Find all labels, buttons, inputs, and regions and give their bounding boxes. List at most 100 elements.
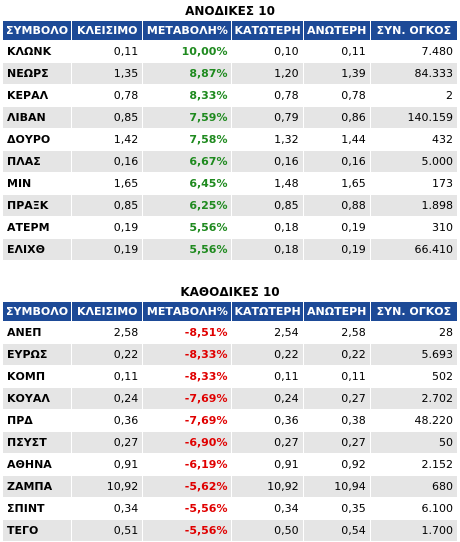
- symbol-cell[interactable]: ΚΕΡΑΛ: [3, 85, 72, 106]
- table-row[interactable]: ΝΕΩΡΣ 1,35 8,87% 1,20 1,39 84.333: [3, 63, 457, 84]
- table-row[interactable]: ΕΛΙΧΘ 0,19 5,56% 0,18 0,19 66.410: [3, 239, 457, 260]
- volume-cell: 84.333: [370, 63, 457, 84]
- header-volume[interactable]: ΣΥΝ. ΟΓΚΟΣ: [370, 21, 457, 40]
- symbol-cell[interactable]: ΚΟΥΑΛ: [3, 388, 72, 409]
- table-row[interactable]: ΚΟΥΑΛ 0,24 -7,69% 0,24 0,27 2.702: [3, 388, 457, 409]
- high-cell: 0,54: [303, 520, 370, 541]
- volume-cell: 2: [370, 85, 457, 106]
- low-cell: 10,92: [232, 476, 303, 497]
- header-symbol[interactable]: ΣΥΜΒΟΛΟ: [3, 21, 72, 40]
- change-cell: 6,67%: [143, 151, 232, 172]
- change-cell: 7,59%: [143, 107, 232, 128]
- high-cell: 0,92: [303, 454, 370, 475]
- header-change[interactable]: ΜΕΤΑΒΟΛΗ%: [143, 302, 232, 321]
- losers-title: ΚΑΘΟΔΙΚΕΣ 10: [180, 285, 280, 299]
- high-cell: 0,38: [303, 410, 370, 431]
- close-cell: 0,22: [72, 344, 143, 365]
- losers-header-row: ΣΥΜΒΟΛΟ ΚΛΕΙΣΙΜΟ ΜΕΤΑΒΟΛΗ% ΚΑΤΩΤΕΡΗ ΑΝΩΤ…: [3, 302, 457, 321]
- low-cell: 0,79: [232, 107, 303, 128]
- close-cell: 1,35: [72, 63, 143, 84]
- table-row[interactable]: ΜΙΝ 1,65 6,45% 1,48 1,65 173: [3, 173, 457, 194]
- table-row[interactable]: ΛΙΒΑΝ 0,85 7,59% 0,79 0,86 140.159: [3, 107, 457, 128]
- close-cell: 1,65: [72, 173, 143, 194]
- header-low[interactable]: ΚΑΤΩΤΕΡΗ: [232, 21, 303, 40]
- table-row[interactable]: ΚΕΡΑΛ 0,78 8,33% 0,78 0,78 2: [3, 85, 457, 106]
- volume-cell: 432: [370, 129, 457, 150]
- table-row[interactable]: ΖΑΜΠΑ 10,92 -5,62% 10,92 10,94 680: [3, 476, 457, 497]
- table-row[interactable]: ΔΟΥΡΟ 1,42 7,58% 1,32 1,44 432: [3, 129, 457, 150]
- symbol-cell[interactable]: ΠΡΑΞΚ: [3, 195, 72, 216]
- change-cell: -5,56%: [143, 498, 232, 519]
- low-cell: 0,18: [232, 217, 303, 238]
- close-cell: 0,51: [72, 520, 143, 541]
- close-cell: 0,16: [72, 151, 143, 172]
- table-row[interactable]: ΤΕΓΟ 0,51 -5,56% 0,50 0,54 1.700: [3, 520, 457, 541]
- change-cell: -6,90%: [143, 432, 232, 453]
- high-cell: 0,22: [303, 344, 370, 365]
- symbol-cell[interactable]: ΕΛΙΧΘ: [3, 239, 72, 260]
- close-cell: 10,92: [72, 476, 143, 497]
- change-cell: -8,51%: [143, 322, 232, 343]
- symbol-cell[interactable]: ΠΣΥΣΤ: [3, 432, 72, 453]
- symbol-cell[interactable]: ΣΠΙΝΤ: [3, 498, 72, 519]
- high-cell: 0,19: [303, 239, 370, 260]
- header-change[interactable]: ΜΕΤΑΒΟΛΗ%: [143, 21, 232, 40]
- symbol-cell[interactable]: ΚΟΜΠ: [3, 366, 72, 387]
- header-low[interactable]: ΚΑΤΩΤΕΡΗ: [232, 302, 303, 321]
- losers-section: ΚΑΘΟΔΙΚΕΣ 10 ΣΥΜΒΟΛΟ ΚΛΕΙΣΙΜΟ ΜΕΤΑΒΟΛΗ% …: [2, 283, 458, 542]
- table-row[interactable]: ΑΘΗΝΑ 0,91 -6,19% 0,91 0,92 2.152: [3, 454, 457, 475]
- symbol-cell[interactable]: ΤΕΓΟ: [3, 520, 72, 541]
- high-cell: 0,11: [303, 366, 370, 387]
- table-row[interactable]: ΣΠΙΝΤ 0,34 -5,56% 0,34 0,35 6.100: [3, 498, 457, 519]
- header-close[interactable]: ΚΛΕΙΣΙΜΟ: [72, 21, 143, 40]
- symbol-cell[interactable]: ΑΘΗΝΑ: [3, 454, 72, 475]
- low-cell: 0,78: [232, 85, 303, 106]
- change-cell: 5,56%: [143, 217, 232, 238]
- change-cell: -5,56%: [143, 520, 232, 541]
- symbol-cell[interactable]: ΖΑΜΠΑ: [3, 476, 72, 497]
- change-cell: -8,33%: [143, 366, 232, 387]
- header-symbol[interactable]: ΣΥΜΒΟΛΟ: [3, 302, 72, 321]
- header-high[interactable]: ΑΝΩΤΕΡΗ: [303, 302, 370, 321]
- low-cell: 1,20: [232, 63, 303, 84]
- header-high[interactable]: ΑΝΩΤΕΡΗ: [303, 21, 370, 40]
- table-row[interactable]: ΚΛΩΝΚ 0,11 10,00% 0,10 0,11 7.480: [3, 41, 457, 62]
- close-cell: 0,11: [72, 41, 143, 62]
- close-cell: 0,27: [72, 432, 143, 453]
- gainers-section: ΑΝΟΔΙΚΕΣ 10 ΣΥΜΒΟΛΟ ΚΛΕΙΣΙΜΟ ΜΕΤΑΒΟΛΗ% Κ…: [2, 2, 458, 261]
- symbol-cell[interactable]: ΠΛΑΣ: [3, 151, 72, 172]
- table-row[interactable]: ΠΣΥΣΤ 0,27 -6,90% 0,27 0,27 50: [3, 432, 457, 453]
- volume-cell: 680: [370, 476, 457, 497]
- high-cell: 0,11: [303, 41, 370, 62]
- low-cell: 0,34: [232, 498, 303, 519]
- high-cell: 1,44: [303, 129, 370, 150]
- header-volume[interactable]: ΣΥΝ. ΟΓΚΟΣ: [370, 302, 457, 321]
- symbol-cell[interactable]: ΚΛΩΝΚ: [3, 41, 72, 62]
- symbol-cell[interactable]: ΝΕΩΡΣ: [3, 63, 72, 84]
- change-cell: 10,00%: [143, 41, 232, 62]
- table-row[interactable]: ΕΥΡΩΣ 0,22 -8,33% 0,22 0,22 5.693: [3, 344, 457, 365]
- table-row[interactable]: ΑΤΕΡΜ 0,19 5,56% 0,18 0,19 310: [3, 217, 457, 238]
- high-cell: 0,19: [303, 217, 370, 238]
- symbol-cell[interactable]: ΑΝΕΠ: [3, 322, 72, 343]
- table-row[interactable]: ΠΡΔ 0,36 -7,69% 0,36 0,38 48.220: [3, 410, 457, 431]
- symbol-cell[interactable]: ΕΥΡΩΣ: [3, 344, 72, 365]
- header-close[interactable]: ΚΛΕΙΣΙΜΟ: [72, 302, 143, 321]
- symbol-cell[interactable]: ΜΙΝ: [3, 173, 72, 194]
- close-cell: 0,34: [72, 498, 143, 519]
- low-cell: 0,11: [232, 366, 303, 387]
- low-cell: 0,50: [232, 520, 303, 541]
- symbol-cell[interactable]: ΛΙΒΑΝ: [3, 107, 72, 128]
- table-row[interactable]: ΑΝΕΠ 2,58 -8,51% 2,54 2,58 28: [3, 322, 457, 343]
- high-cell: 0,86: [303, 107, 370, 128]
- symbol-cell[interactable]: ΠΡΔ: [3, 410, 72, 431]
- table-row[interactable]: ΚΟΜΠ 0,11 -8,33% 0,11 0,11 502: [3, 366, 457, 387]
- close-cell: 0,91: [72, 454, 143, 475]
- change-cell: 5,56%: [143, 239, 232, 260]
- volume-cell: 7.480: [370, 41, 457, 62]
- symbol-cell[interactable]: ΔΟΥΡΟ: [3, 129, 72, 150]
- symbol-cell[interactable]: ΑΤΕΡΜ: [3, 217, 72, 238]
- table-row[interactable]: ΠΡΑΞΚ 0,85 6,25% 0,85 0,88 1.898: [3, 195, 457, 216]
- volume-cell: 502: [370, 366, 457, 387]
- table-row[interactable]: ΠΛΑΣ 0,16 6,67% 0,16 0,16 5.000: [3, 151, 457, 172]
